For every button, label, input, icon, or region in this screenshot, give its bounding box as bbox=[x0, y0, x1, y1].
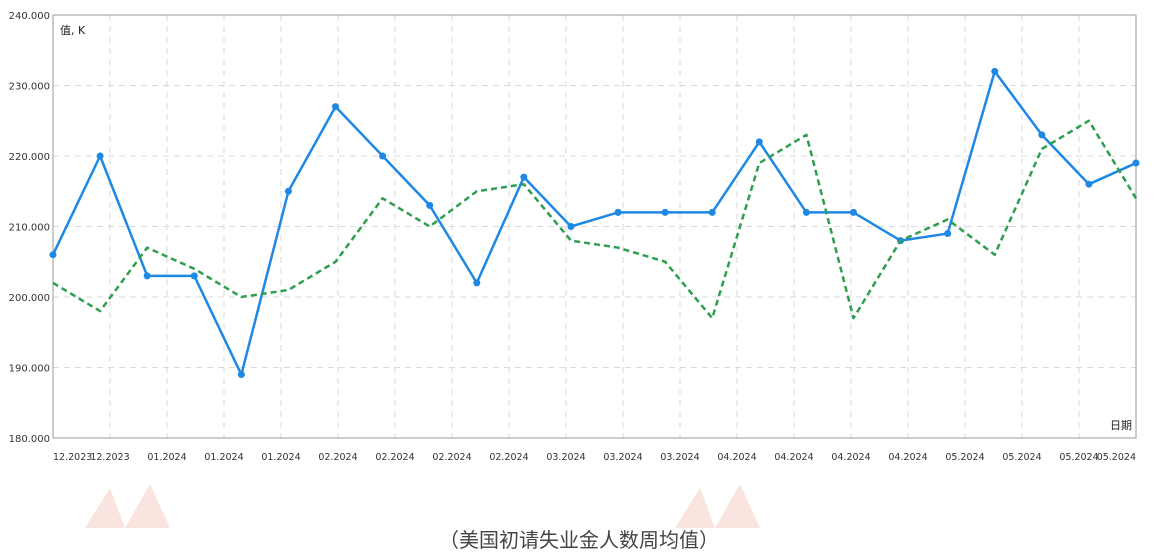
plot-frame bbox=[52, 14, 1137, 439]
data-point bbox=[49, 251, 57, 259]
x-tick-label: 02.2024 bbox=[489, 452, 528, 463]
x-tick-label: 04.2024 bbox=[831, 452, 870, 463]
x-tick-label: 03.2024 bbox=[603, 452, 642, 463]
data-point bbox=[1132, 159, 1140, 167]
x-tick-label: 01.2024 bbox=[147, 452, 186, 463]
data-point bbox=[1085, 180, 1093, 188]
grid bbox=[52, 14, 1137, 439]
data-point bbox=[1038, 131, 1046, 139]
x-tick-label: 02.2024 bbox=[432, 452, 471, 463]
x-tick-label: 05.2024 bbox=[1097, 452, 1136, 463]
data-point bbox=[520, 173, 528, 181]
x-tick-label: 12.2023 bbox=[90, 452, 129, 463]
y-tick-label: 190.000 bbox=[9, 364, 50, 375]
y-tick-label: 210.000 bbox=[9, 223, 50, 234]
chart-caption: （美国初请失业金人数周均值） bbox=[439, 528, 719, 552]
line-chart: 180.000 190.000 200.000 210.000 220.000 230.0… bbox=[9, 11, 1140, 463]
series-line-solid bbox=[51, 70, 1137, 376]
x-tick-label: 03.2024 bbox=[546, 452, 585, 463]
data-point bbox=[849, 208, 857, 216]
data-point bbox=[190, 272, 198, 280]
data-point bbox=[143, 272, 151, 280]
watermark-logo-left bbox=[85, 484, 170, 528]
x-axis-label: 日期 bbox=[1110, 419, 1132, 432]
y-tick-label: 200.000 bbox=[9, 293, 50, 304]
data-point bbox=[614, 208, 622, 216]
series-line-dashed bbox=[52, 119, 1138, 320]
data-point bbox=[96, 152, 104, 160]
y-tick-label: 230.000 bbox=[9, 82, 50, 93]
x-tick-label: 01.2024 bbox=[204, 452, 243, 463]
data-point bbox=[708, 208, 716, 216]
x-tick-label: 04.2024 bbox=[717, 452, 756, 463]
data-point bbox=[473, 279, 481, 287]
x-tick-label: 12.2023 bbox=[53, 452, 92, 463]
x-tick-label: 01.2024 bbox=[261, 452, 300, 463]
x-tick-label: 05.2024 bbox=[1002, 452, 1041, 463]
data-point bbox=[755, 138, 763, 146]
x-tick-label: 04.2024 bbox=[888, 452, 927, 463]
x-tick-label: 02.2024 bbox=[318, 452, 357, 463]
data-point bbox=[944, 230, 952, 238]
x-tick-label: 05.2024 bbox=[945, 452, 984, 463]
data-point bbox=[284, 187, 292, 195]
x-tick-label: 05.2024 bbox=[1059, 452, 1098, 463]
data-point bbox=[332, 103, 340, 111]
y-axis-unit-label: 值, K bbox=[60, 24, 86, 37]
axes bbox=[52, 14, 1137, 439]
x-tick-label: 03.2024 bbox=[660, 452, 699, 463]
series bbox=[49, 67, 1140, 379]
x-tick-label: 02.2024 bbox=[375, 452, 414, 463]
data-point bbox=[991, 67, 999, 75]
data-point bbox=[379, 152, 387, 160]
data-point bbox=[426, 201, 434, 209]
tick-labels: 180.000 190.000 200.000 210.000 220.000 230.0… bbox=[9, 11, 1136, 463]
x-tick-label: 04.2024 bbox=[774, 452, 813, 463]
data-point bbox=[567, 223, 575, 230]
y-tick-label: 220.000 bbox=[9, 152, 50, 163]
data-point bbox=[237, 371, 245, 379]
watermark-logo-right bbox=[675, 484, 760, 528]
y-tick-label: 240.000 bbox=[9, 11, 50, 22]
y-tick-label: 180.000 bbox=[9, 434, 50, 445]
data-point bbox=[802, 208, 810, 216]
data-point bbox=[661, 208, 669, 216]
